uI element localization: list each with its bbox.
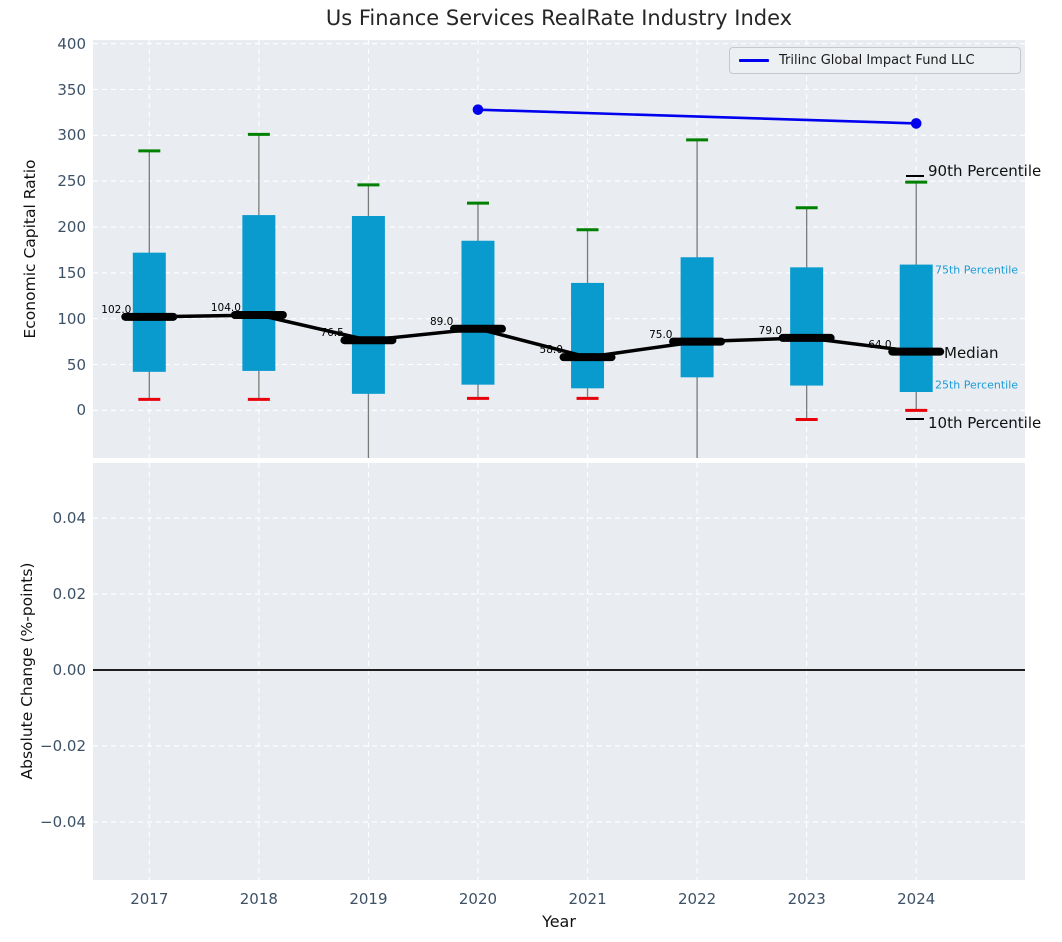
series-line <box>477 108 917 125</box>
legend: Trilinc Global Impact Fund LLC <box>729 47 1021 74</box>
top-y-tick-label: 50 <box>66 355 86 374</box>
iqr-box <box>571 282 605 389</box>
bottom-y-tick-label: −0.02 <box>40 736 86 755</box>
x-tick-label: 2019 <box>349 890 388 908</box>
iqr-box <box>680 257 714 378</box>
median-line-group <box>121 311 945 362</box>
top-y-tick-label: 200 <box>57 218 86 236</box>
legend-line-sample <box>739 59 769 62</box>
median-value-label: 79.0 <box>758 324 783 337</box>
annotation-leader-line <box>906 418 924 420</box>
iqr-box <box>790 267 824 386</box>
x-tick-label: 2018 <box>239 890 278 908</box>
x-tick-label: 2024 <box>897 890 936 908</box>
annotation-90th-percentile: 90th Percentile <box>928 162 1042 180</box>
legend-label: Trilinc Global Impact Fund LLC <box>779 53 975 68</box>
bottom-y-tick-label: −0.04 <box>40 812 86 831</box>
top-y-tick-label: 150 <box>57 263 86 282</box>
annotation-10th-percentile: 10th Percentile <box>928 414 1042 432</box>
iqr-box <box>132 252 166 372</box>
series-marker <box>910 118 922 129</box>
median-value-label: 102.0 <box>101 303 132 316</box>
x-tick-label: 2017 <box>130 890 169 908</box>
iqr-box <box>242 215 276 371</box>
annotation-median: Median <box>944 344 999 362</box>
company-series-group <box>472 104 922 129</box>
bottom-chart-canvas <box>93 463 1025 880</box>
median-value-label: 58.0 <box>539 344 563 357</box>
iqr-box <box>899 264 933 392</box>
median-value-label: 75.0 <box>649 328 673 341</box>
median-value-label: 89.0 <box>429 315 454 328</box>
median-value-label: 76.5 <box>320 327 344 340</box>
top-y-tick-label: 350 <box>57 80 86 99</box>
x-tick-label: 2022 <box>678 890 717 908</box>
top-y-tick-label: 100 <box>57 309 86 328</box>
top-gridlines <box>93 40 1025 458</box>
bottom-plot-area <box>93 463 1025 880</box>
annotation-leader-line <box>906 175 924 177</box>
x-tick-label: 2021 <box>568 890 607 908</box>
bottom-y-tick-label: 0.00 <box>52 660 86 679</box>
series-marker <box>472 104 484 115</box>
x-axis-label: Year <box>542 912 576 931</box>
iqr-box <box>351 216 385 394</box>
top-y-tick-label: 400 <box>57 34 86 53</box>
top-chart-canvas <box>93 40 1025 458</box>
bottom-y-tick-label: 0.04 <box>52 509 86 528</box>
top-y-tick-label: 300 <box>57 126 86 145</box>
x-tick-label: 2020 <box>458 890 498 908</box>
iqr-box <box>461 240 495 385</box>
top-y-tick-label: 250 <box>57 172 86 191</box>
annotation-75th-percentile: 75th Percentile <box>935 263 1019 277</box>
median-value-label: 104.0 <box>210 302 241 314</box>
chart-title: Us Finance Services RealRate Industry In… <box>325 6 793 30</box>
median-value-label: 64.0 <box>868 338 892 351</box>
x-tick-label: 2023 <box>787 890 826 908</box>
top-y-tick-label: 0 <box>76 401 86 420</box>
boxplot-group <box>132 132 933 458</box>
top-plot-area: 102.0 104.0 76.5 89.0 58.0 75.0 79.0 64.0 <box>93 40 1025 458</box>
bottom-gridlines <box>93 463 1025 880</box>
annotation-25th-percentile: 25th Percentile <box>935 378 1019 392</box>
bottom-y-tick-label: 0.02 <box>52 585 86 604</box>
